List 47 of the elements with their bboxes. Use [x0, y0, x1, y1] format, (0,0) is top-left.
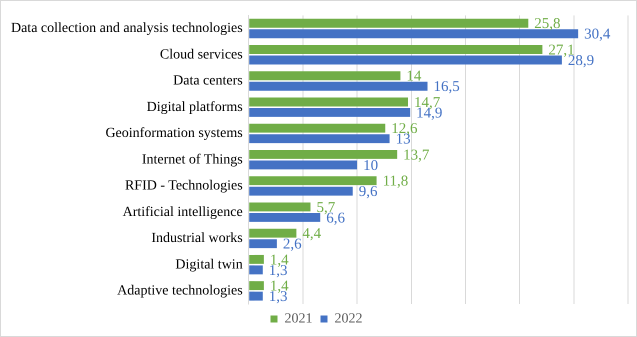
bar	[249, 160, 358, 170]
legend-label: 2022	[334, 312, 362, 327]
bar	[249, 228, 296, 238]
y-tick-label: Industrial works	[151, 231, 243, 246]
y-tick-label: Artificial intelligence	[122, 204, 243, 220]
bar	[249, 82, 428, 91]
data-label: 11,8	[382, 174, 408, 190]
bar	[249, 56, 562, 64]
y-tick-label: RFID - Technologies	[124, 178, 243, 194]
y-tick-label: Geoinformation systems	[105, 126, 243, 142]
bar	[249, 212, 320, 222]
bar	[249, 18, 528, 28]
data-label: 2,6	[282, 236, 302, 253]
data-label: 13,7	[403, 147, 430, 164]
data-label: 16,5	[434, 79, 460, 96]
y-tick-label: Digital platforms	[146, 100, 243, 115]
y-tick-label: Data collection and analysis technologies	[10, 21, 243, 36]
data-label: 4,4	[302, 226, 322, 242]
bar	[249, 202, 310, 212]
y-tick-label: Data centers	[173, 74, 243, 89]
data-label: 5,7	[316, 200, 336, 216]
y-tick-label: Internet of Things	[142, 152, 243, 168]
bar	[249, 45, 542, 54]
bar	[249, 176, 377, 186]
data-label: 10	[363, 158, 378, 174]
bar	[249, 292, 263, 301]
bar	[249, 186, 353, 196]
bar	[249, 281, 264, 290]
legend-label: 2021	[284, 312, 312, 327]
bar	[249, 265, 263, 274]
bar	[249, 134, 390, 144]
bar	[249, 108, 410, 117]
bar	[249, 98, 408, 106]
data-label: 25,8	[534, 16, 561, 32]
bar	[249, 254, 264, 264]
data-label: 30,4	[584, 26, 611, 43]
bar	[249, 239, 277, 248]
y-tick-label: Digital twin	[175, 257, 243, 272]
bar	[249, 71, 400, 80]
bar	[249, 150, 398, 159]
y-tick-label: Cloud services	[160, 47, 243, 62]
bar	[249, 124, 386, 133]
data-label: 14	[406, 68, 422, 85]
y-tick-label: Adaptive technologies	[117, 284, 243, 299]
bar	[249, 29, 578, 38]
data-label: 9,6	[358, 184, 378, 200]
data-label: 27,1	[548, 42, 575, 58]
